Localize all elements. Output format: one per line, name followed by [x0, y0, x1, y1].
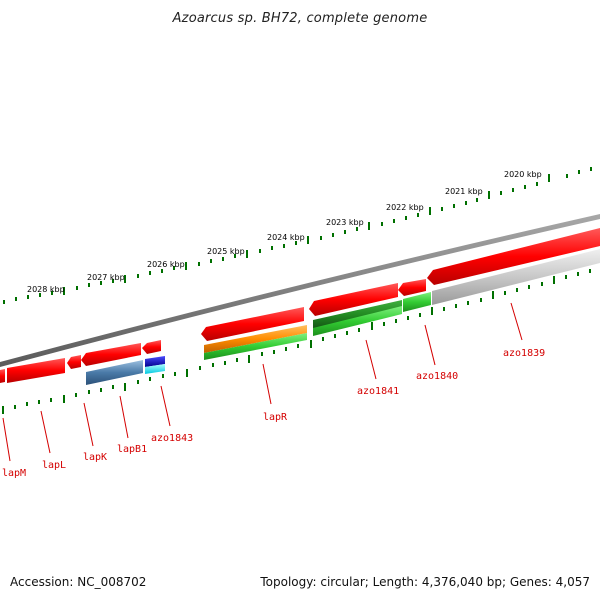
gene-label-azo1843: azo1843 [151, 433, 193, 444]
cds-arrow-lapL [7, 358, 65, 383]
steelblue-feature-band [86, 360, 143, 385]
ruler-label-2022: 2022 kbp [386, 203, 424, 212]
dark-green-feature-band [313, 300, 402, 329]
gray-feature-band [432, 249, 600, 305]
gene-label-lapL: lapL [42, 460, 66, 471]
outer-ruler [3, 167, 592, 304]
gene-label-azo1841: azo1841 [357, 386, 399, 397]
cds-arrow-azo1843 [142, 340, 161, 354]
green-feature-band [403, 292, 431, 312]
cds-arrow-azo1841 [309, 283, 398, 316]
ruler-label-2020: 2020 kbp [504, 170, 542, 179]
green-feature-band-2 [313, 306, 402, 336]
forward-strand-features [0, 228, 600, 383]
gene-label-lapM: lapM [2, 468, 26, 479]
cds-arrow-azo1840 [398, 279, 426, 296]
gene-label-lapK: lapK [83, 452, 107, 463]
outer-ruler-labels: 2020 kbp 2021 kbp 2022 kbp 2023 kbp 2024… [27, 170, 542, 294]
gene-label-azo1840: azo1840 [416, 371, 458, 382]
genome-backbone [0, 214, 600, 367]
gene-label-lapB1: lapB1 [117, 444, 147, 455]
feature-bands [86, 249, 600, 385]
ruler-label-2027: 2027 kbp [87, 273, 125, 282]
blue-feature-band [145, 356, 165, 367]
ruler-label-2024: 2024 kbp [267, 233, 305, 242]
cds-arrow-lapB1 [81, 343, 141, 366]
ruler-label-2025: 2025 kbp [207, 247, 245, 256]
label-leader-lines [2, 302, 523, 462]
cds-arrow-lapR [201, 307, 304, 341]
ruler-label-2023: 2023 kbp [326, 218, 364, 227]
gene-label-azo1839: azo1839 [503, 348, 545, 359]
orange-feature-band [204, 325, 307, 353]
cds-arrow-lapM [0, 369, 5, 383]
cds-arrow-lapK [67, 355, 81, 369]
gene-label-lapR: lapR [263, 412, 288, 423]
topology-summary-text: Topology: circular; Length: 4,376,040 bp… [260, 575, 590, 589]
ruler-label-2026: 2026 kbp [147, 260, 185, 269]
cyan-feature-band [145, 364, 165, 374]
green-feature-band-3 [204, 333, 307, 360]
ruler-label-2028: 2028 kbp [27, 285, 65, 294]
gene-labels: azo1839 azo1840 azo1841 lapR azo1843 lap… [2, 348, 545, 479]
inner-ruler [2, 269, 591, 414]
cds-arrow-azo1839 [427, 228, 600, 285]
accession-text: Accession: NC_008702 [10, 575, 147, 589]
ruler-label-2021: 2021 kbp [445, 187, 483, 196]
map-title: Azoarcus sp. BH72, complete genome [172, 11, 428, 26]
